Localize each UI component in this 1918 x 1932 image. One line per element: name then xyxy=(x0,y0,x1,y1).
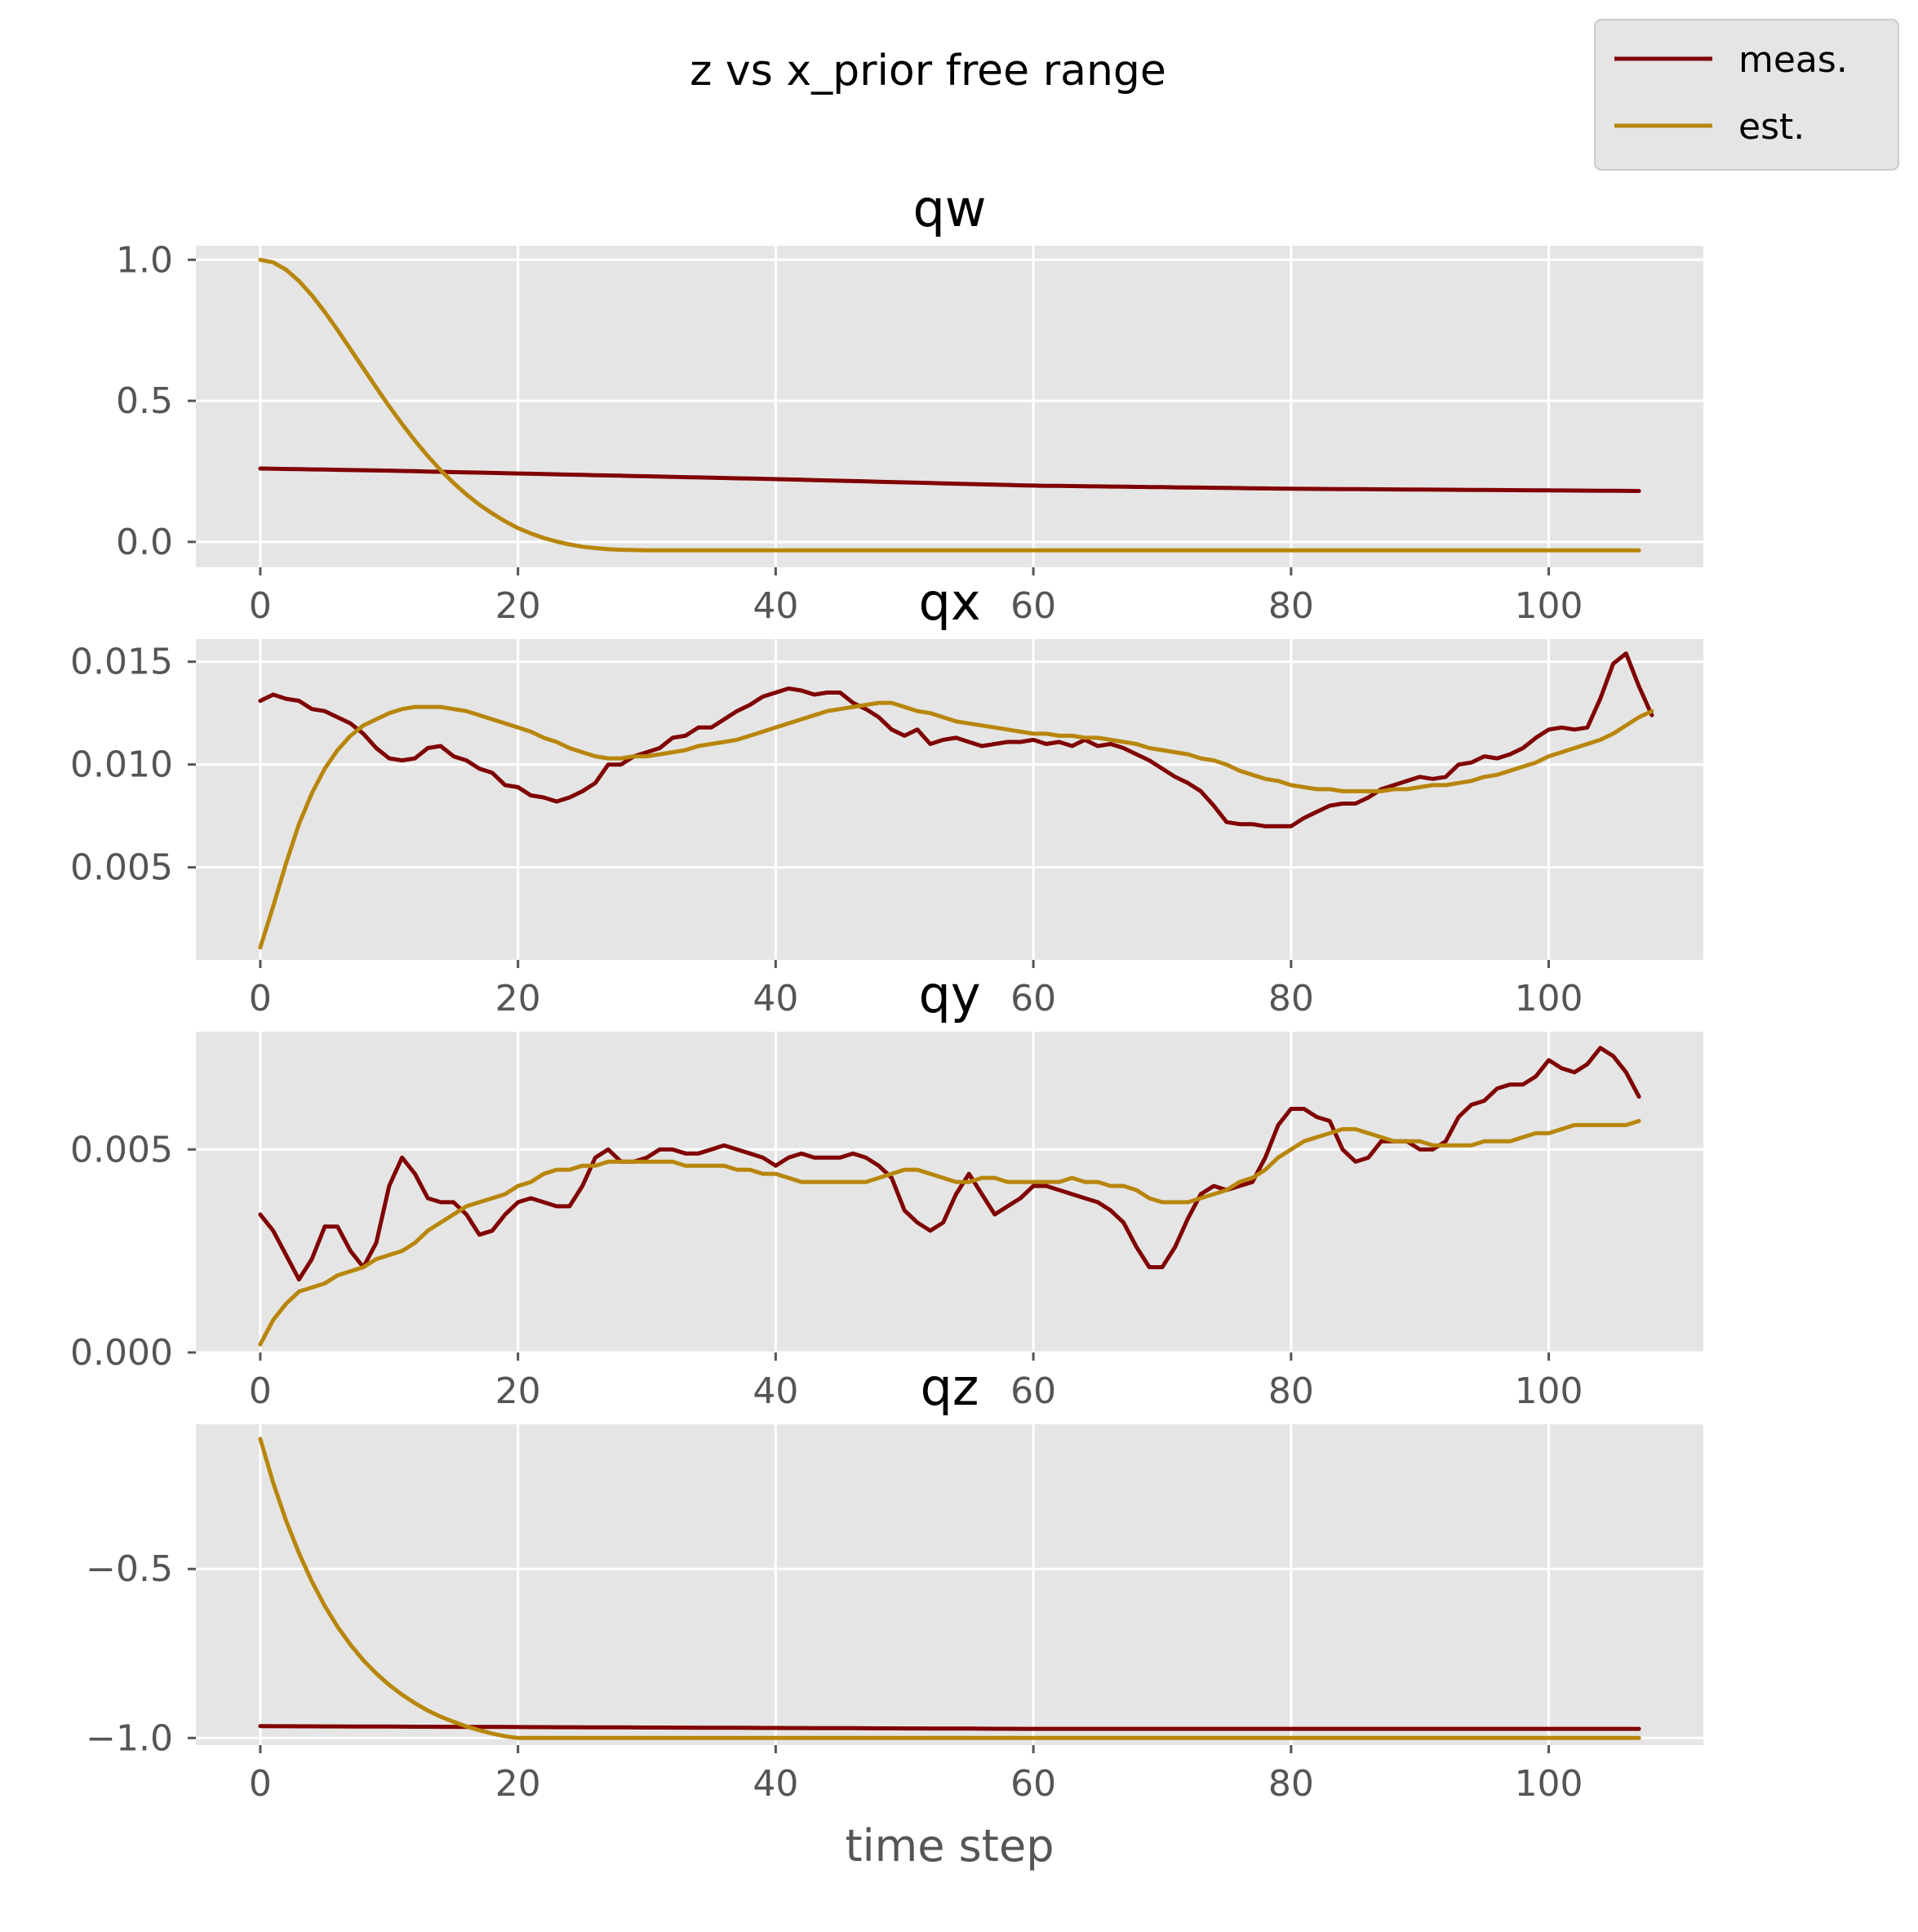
qx-xtick-label-2: 40 xyxy=(753,978,798,1019)
legend-label-meas: meas. xyxy=(1738,39,1848,81)
qx-series-meas xyxy=(258,651,1654,828)
subplot-qy: 0 20 40 60 80 100 0.000 0.005 qy xyxy=(70,965,1703,1412)
qx-plot-area xyxy=(196,639,1703,960)
qw-xtick-label-5: 100 xyxy=(1515,585,1583,627)
qw-xtick-label-3: 60 xyxy=(1010,585,1056,627)
subplot-qx: 0 20 40 60 80 100 0.005 0.010 0.015 qx xyxy=(70,572,1703,1019)
qz-ytick-label-1: −0.5 xyxy=(86,1548,173,1590)
subplot-qw: 0 20 40 60 80 100 0.0 0.5 1.0 qw xyxy=(116,179,1703,627)
qw-ytick-label-2: 1.0 xyxy=(116,239,173,281)
qx-series-est xyxy=(258,700,1654,950)
qz-xlabel: time step xyxy=(846,1820,1054,1872)
qy-xtick-label-5: 100 xyxy=(1515,1370,1583,1412)
qx-ytick-label-0: 0.005 xyxy=(70,847,173,889)
qw-ytick-label-1: 0.5 xyxy=(116,380,173,422)
qz-xtick-label-1: 20 xyxy=(495,1763,541,1805)
qy-ytick-label-1: 0.005 xyxy=(70,1129,173,1170)
qx-ytick-label-1: 0.010 xyxy=(70,744,173,786)
qy-series-est xyxy=(258,1118,1641,1347)
legend-label-est: est. xyxy=(1738,106,1805,148)
qx-xtick-label-5: 100 xyxy=(1515,978,1583,1019)
subplot-qz: 0 20 40 60 80 100 −1.0 −0.5 qz time step xyxy=(86,1357,1703,1872)
qx-xtick-label-1: 20 xyxy=(495,978,541,1019)
qx-xtick-label-4: 80 xyxy=(1268,978,1314,1019)
qz-ytick-label-0: −1.0 xyxy=(86,1717,173,1759)
qy-xtick-label-2: 40 xyxy=(753,1370,798,1412)
qy-ytick-label-0: 0.000 xyxy=(70,1332,173,1374)
qz-plot-area xyxy=(196,1424,1703,1745)
qw-xtick-label-2: 40 xyxy=(753,585,798,627)
qw-ytick-label-0: 0.0 xyxy=(116,522,173,563)
qw-title: qw xyxy=(912,179,986,238)
qw-plot-area xyxy=(196,246,1703,567)
qw-xtick-label-0: 0 xyxy=(249,585,272,627)
qw-xtick-label-4: 80 xyxy=(1268,585,1314,627)
qx-xtick-label-3: 60 xyxy=(1010,978,1056,1019)
qz-series-est xyxy=(258,1437,1641,1740)
qz-xtick-label-0: 0 xyxy=(249,1763,272,1805)
qz-xtick-label-4: 80 xyxy=(1268,1763,1314,1805)
qw-series-est xyxy=(258,257,1641,553)
qw-xtick-label-1: 20 xyxy=(495,585,541,627)
qx-xtick-label-0: 0 xyxy=(249,978,272,1019)
qy-xtick-label-1: 20 xyxy=(495,1370,541,1412)
qy-title: qy xyxy=(918,965,980,1024)
qy-xtick-label-4: 80 xyxy=(1268,1370,1314,1412)
qz-xtick-label-2: 40 xyxy=(753,1763,798,1805)
qx-title: qx xyxy=(918,572,980,632)
qy-plot-area xyxy=(196,1032,1703,1352)
legend: meas. est. xyxy=(1594,19,1899,171)
qz-title: qz xyxy=(921,1357,979,1417)
qz-xtick-label-3: 60 xyxy=(1010,1763,1056,1805)
qz-series-meas xyxy=(258,1724,1641,1731)
qy-xtick-label-0: 0 xyxy=(249,1370,272,1412)
figure-title: z vs x_prior free range xyxy=(690,47,1166,95)
qz-xtick-label-5: 100 xyxy=(1515,1763,1583,1805)
qy-xtick-label-3: 60 xyxy=(1010,1370,1056,1412)
qw-series-meas xyxy=(258,466,1641,493)
subplots: 0 20 40 60 80 100 0.0 0.5 1.0 qw 0 20 40 60 80 100 0.005… xyxy=(70,179,1703,1872)
qx-ytick-label-2: 0.015 xyxy=(70,642,173,683)
